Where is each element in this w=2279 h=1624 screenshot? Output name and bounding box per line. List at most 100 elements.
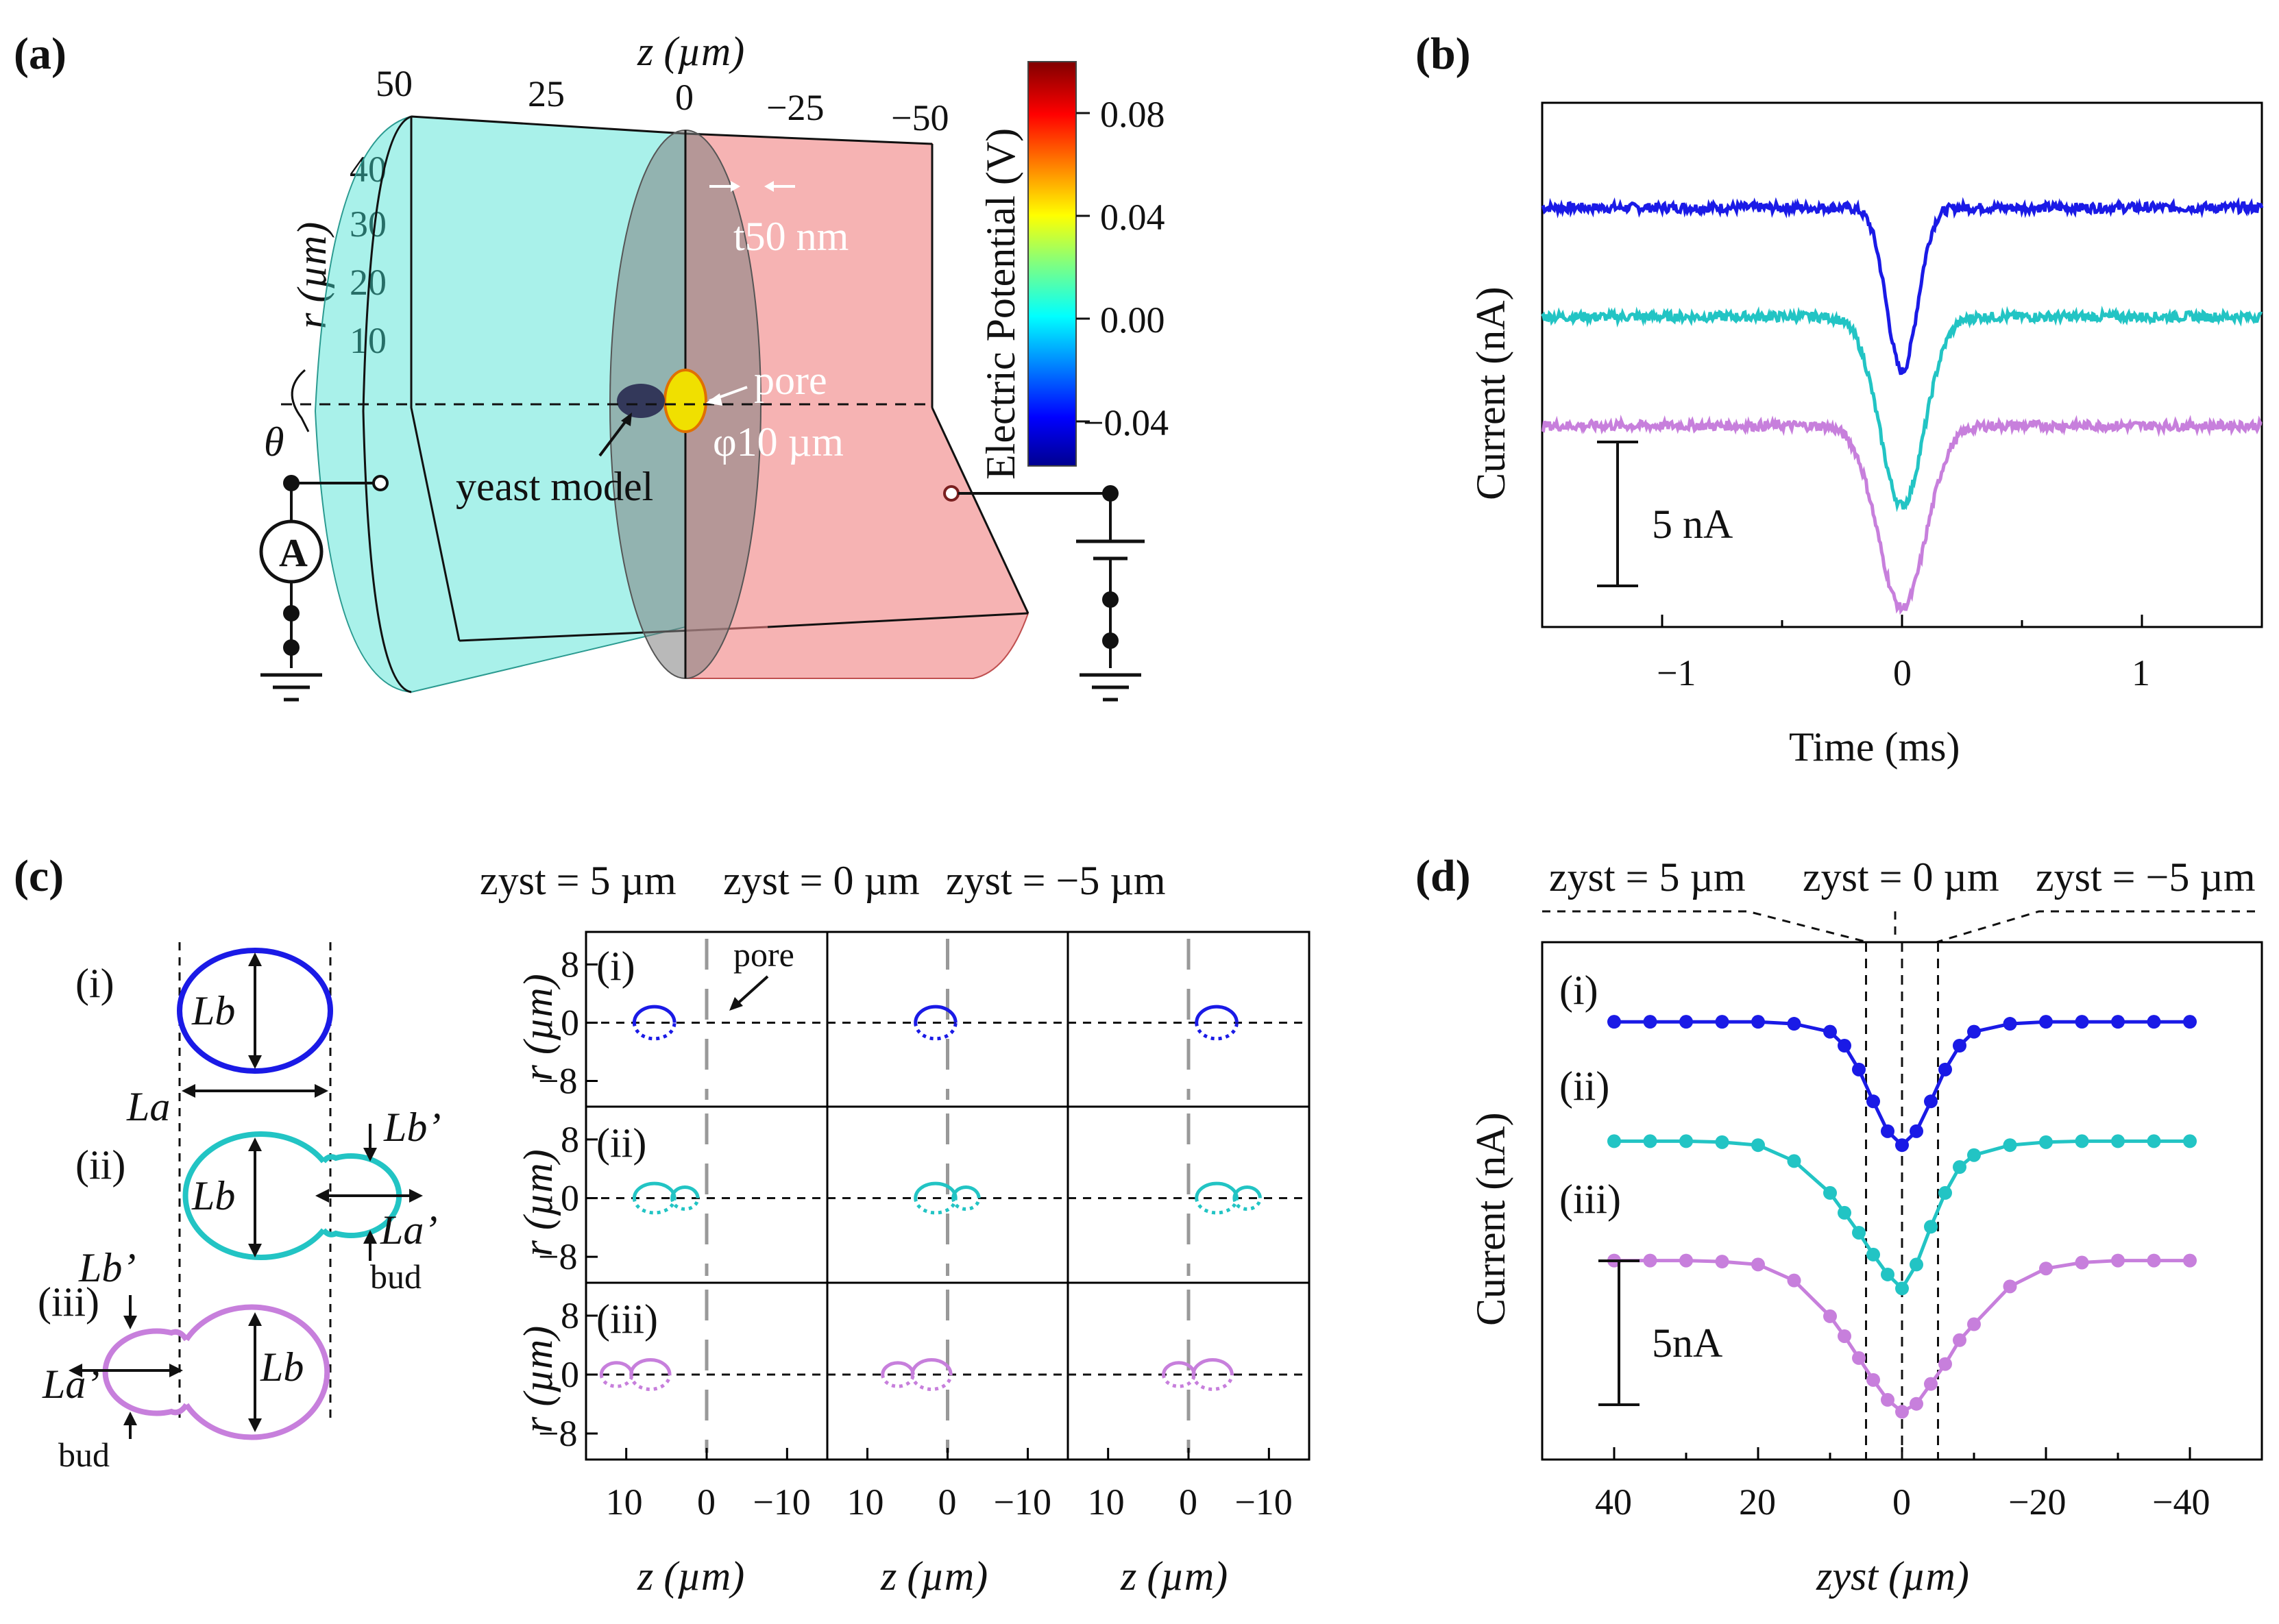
panel-b-scale-bar: 5 nA [1597,441,1733,587]
panel-a: (a) z (µm) 50 25 0 −25 −50 r (µm) 40 30 … [14,29,1169,702]
d-xtick-0: 40 [1595,1481,1632,1523]
panel-d-point-2-8 [1852,1225,1866,1240]
theta-label: θ [264,419,284,465]
panel-d-point-1-22 [2183,1015,2197,1029]
r-tick-10: 10 [350,320,387,361]
c-ytick-0-0: 8 [561,944,579,985]
thickness-label: t50 nm [733,214,849,259]
panel-d-point-2-3 [1715,1135,1729,1149]
panel-d-point-3-22 [2183,1253,2197,1268]
d-top-label-0: zyst = 5 µm [1549,854,1746,900]
z-tick-50: 50 [376,63,413,104]
panel-d-point-1-5 [1787,1017,1801,1031]
r-tick-30: 30 [350,204,387,245]
c-ytick-0-2: −8 [538,1061,577,1102]
panel-d-point-2-19 [2075,1134,2089,1148]
panel-d-point-2-4 [1751,1138,1765,1153]
c-xtick-1-1: 0 [938,1481,957,1523]
d-xtick-2: 0 [1892,1481,1911,1523]
colorbar-tick-3: −0.04 [1083,402,1169,443]
panel-d-point-3-11 [1895,1405,1909,1419]
panel-d-point-1-7 [1838,1039,1851,1053]
panel-d-point-3-15 [1953,1333,1966,1347]
shape-i-La: La [126,1084,170,1129]
yeast-label: yeast model [456,464,653,509]
panel-d-point-2-5 [1787,1154,1801,1168]
panel-d-point-3-3 [1715,1255,1729,1269]
d-top-label-2: zyst = −5 µm [2036,854,2256,900]
d-xtick-4: −40 [2152,1481,2210,1523]
panel-b-xlabel: Time (ms) [1789,724,1960,770]
c-cell-1-2 [1195,1181,1262,1215]
panel-d-point-3-19 [2075,1255,2089,1270]
panel-b-series-1 [1541,197,2264,376]
c-xlabel-1: z (µm) [880,1553,988,1599]
col-header-2: zyst = −5 µm [946,858,1166,903]
shape-ii-Lb: Lb [191,1173,235,1218]
c-xtick-2-0: 10 [1088,1481,1125,1523]
panel-d-point-2-16 [1967,1148,1981,1162]
c-cell-0-2 [1195,1005,1239,1041]
d-curve-label-2: (iii) [1559,1177,1621,1222]
c-ylabel-1: r (µm) [515,1149,561,1256]
panel-d-point-2-18 [2039,1135,2053,1149]
colorbar: Electric Potential (V) 0.08 0.04 0.00 −0… [978,61,1169,480]
d-top-label-1: zyst = 0 µm [1803,854,1999,900]
c-ylabel-0: r (µm) [515,974,561,1081]
colorbar-tick-1: 0.04 [1100,197,1165,238]
c-cell-1-0 [632,1181,700,1215]
d-xtick-1: 20 [1739,1481,1776,1523]
c-cell-2-0 [599,1358,672,1391]
panel-d-point-1-16 [1967,1024,1981,1039]
shape-ii-label: (ii) [75,1142,125,1188]
pore-label: pore [754,358,827,403]
d-xtick-3: −20 [2008,1481,2066,1523]
panel-d-xlabel: zyst (µm) [1816,1553,1969,1599]
c-xtick-0-2: −10 [753,1481,810,1523]
panel-d-point-2-22 [2183,1134,2197,1148]
shape-ii: (ii) Lb Lb’ La’ bud [75,1105,441,1296]
panel-d-point-1-12 [1910,1124,1923,1138]
panel-d-point-3-21 [2147,1253,2161,1268]
panel-d-scale-label: 5nA [1652,1320,1722,1366]
panel-d-point-3-14 [1938,1357,1952,1371]
pore-diameter-label: φ10 µm [713,419,844,465]
panel-c: (c) (i) Lb La (ii) Lb [14,851,1311,1599]
panel-b-series [1541,197,2264,615]
shape-iii-La-bud: La’ [42,1362,99,1407]
panel-d: (d) zyst = 5 µm zyst = 0 µm zyst = −5 µm… [1415,851,2263,1599]
panel-d-point-1-2 [1679,1015,1693,1029]
shape-iii-label: (iii) [38,1279,99,1325]
panel-d-point-3-4 [1751,1257,1765,1272]
shape-iii-bud-label: bud [58,1436,110,1474]
shape-i-label: (i) [75,961,114,1006]
c-cell-2-2 [1162,1358,1234,1391]
c-xtick-1-2: −10 [994,1481,1051,1523]
panel-d-point-1-10 [1881,1124,1894,1138]
c-cell-1-1 [914,1181,981,1215]
r-axis-label: r (µm) [289,222,334,329]
panel-d-point-2-7 [1838,1205,1851,1220]
theta-arrow [291,369,310,432]
c-ytick-2-2: −8 [538,1413,577,1454]
panel-d-point-3-2 [1679,1253,1693,1268]
r-axis-ticks: 40 30 20 10 [350,149,387,361]
shape-i-Lb: Lb [191,988,235,1033]
b-tick-1: 1 [2132,652,2150,693]
panel-b-label: (b) [1415,29,1471,79]
panel-d-point-2-12 [1910,1257,1923,1272]
shape-iii: (iii) Lb Lb’ La’ bud [38,1245,330,1474]
panel-b: (b) Current (nA) Time (ms) −1 0 1 5 nA [1415,29,2264,770]
z-tick-neg50: −50 [891,97,949,138]
row-label-iii: (iii) [596,1296,658,1342]
panel-c-pore-label: pore [733,935,794,974]
panel-c-label: (c) [14,851,64,901]
z-axis-ticks: 50 25 0 −25 −50 [376,63,949,138]
d-curve-label-0: (i) [1559,968,1598,1013]
panel-b-series-2 [1541,305,2263,513]
shape-iii-Lb: Lb [260,1344,304,1390]
panel-d-point-3-17 [2003,1279,2017,1294]
panel-d-point-3-7 [1838,1329,1851,1343]
panel-d-point-2-9 [1866,1247,1880,1262]
panel-d-point-1-17 [2003,1017,2017,1031]
